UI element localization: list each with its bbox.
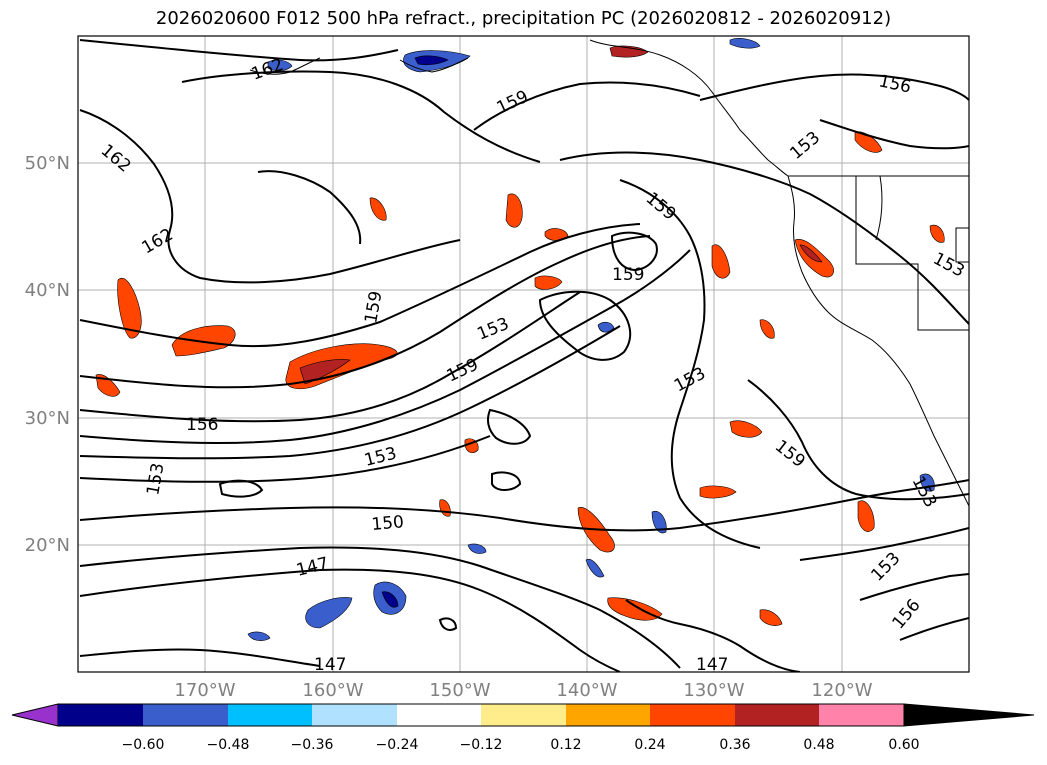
colorbar-segment (566, 704, 650, 726)
colorbar-segment (397, 704, 481, 726)
colorbar-extend-low (11, 703, 59, 727)
colorbar-segment (819, 704, 904, 726)
lon-label: 130°W (683, 680, 744, 701)
colorbar-extend-high (903, 703, 1035, 727)
colorbar-tick-label: 0.48 (803, 737, 834, 753)
lon-label: 170°W (174, 680, 235, 701)
lat-label: 30°N (25, 408, 70, 429)
colorbar-segment (481, 704, 566, 726)
colorbar-tick-label: −0.60 (122, 737, 165, 753)
map-area: 162 162 162 159 159 159 159 159 159 156 … (78, 36, 969, 675)
colorbar-tick-label: −0.48 (207, 737, 250, 753)
contour-label: 156 (186, 415, 218, 435)
latitude-labels: 50°N 40°N 30°N 20°N (25, 153, 70, 556)
contour-label: 150 (371, 512, 405, 535)
lon-label: 150°W (429, 680, 490, 701)
contour-label: 159 (612, 265, 644, 285)
colorbar-tick-label: 0.36 (719, 737, 750, 753)
colorbar-tick-label: 0.12 (550, 737, 581, 753)
lat-label: 40°N (25, 280, 70, 301)
map-title: 2026020600 F012 500 hPa refract., precip… (155, 8, 892, 29)
colorbar-segment (312, 704, 397, 726)
gridlines (78, 36, 969, 672)
lat-label: 50°N (25, 153, 70, 174)
lon-label: 160°W (302, 680, 363, 701)
colorbar-tick-label: −0.12 (460, 737, 503, 753)
colorbar-segment (650, 704, 735, 726)
colorbar-tick-labels: −0.60 −0.48 −0.36 −0.24 −0.12 0.12 0.24 … (122, 737, 920, 753)
colorbar-segment (735, 704, 819, 726)
longitude-labels: 170°W 160°W 150°W 140°W 130°W 120°W (174, 680, 872, 701)
colorbar-segment (58, 704, 143, 726)
colorbar-segment (143, 704, 228, 726)
colorbar-tick-label: 0.60 (888, 737, 919, 753)
colorbar-segment (228, 704, 312, 726)
lon-label: 140°W (556, 680, 617, 701)
colorbar-tick-label: −0.24 (376, 737, 419, 753)
refractivity-contours (79, 39, 969, 672)
contour-label: 147 (696, 655, 728, 675)
contour-label: 147 (314, 655, 346, 675)
precipitation-shading (95, 38, 945, 641)
map-frame (77, 35, 970, 673)
lon-label: 120°W (811, 680, 872, 701)
colorbar-tick-label: −0.36 (291, 737, 334, 753)
lat-label: 20°N (25, 535, 70, 556)
colorbar-tick-label: 0.24 (634, 737, 665, 753)
colorbar: −0.60 −0.48 −0.36 −0.24 −0.12 0.12 0.24 … (11, 703, 1035, 753)
